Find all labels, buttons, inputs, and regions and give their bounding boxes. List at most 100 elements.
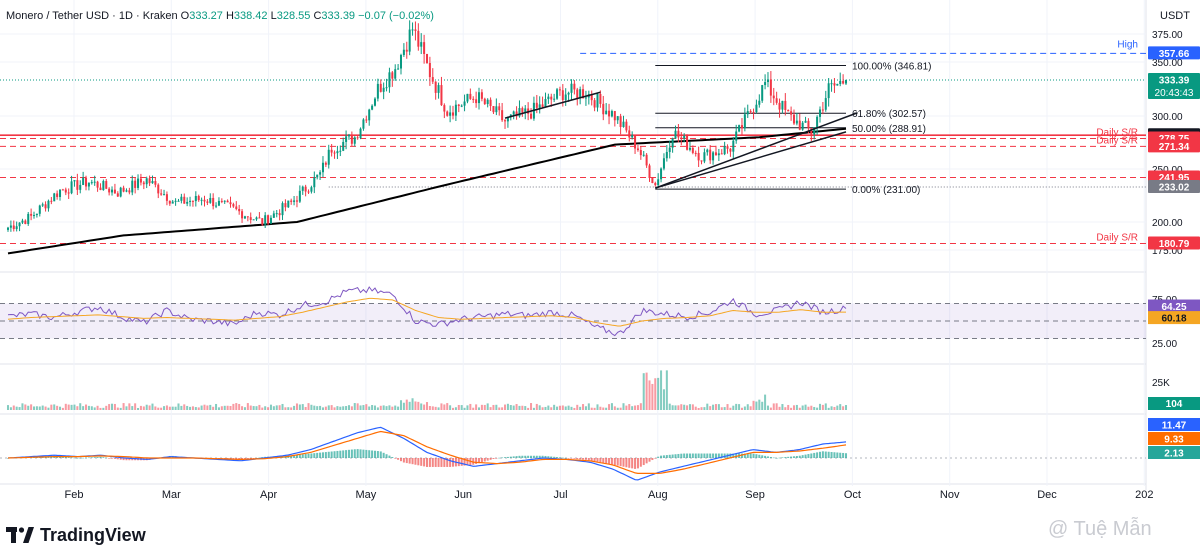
- volume-bar: [287, 407, 290, 410]
- candle-body: [6, 227, 10, 230]
- macd-histogram-bar: [842, 452, 845, 458]
- macd-histogram-bar: [371, 450, 374, 458]
- volume-bar: [278, 405, 281, 410]
- volume-bar: [113, 403, 116, 410]
- candle-body: [27, 213, 30, 224]
- candle-body: [772, 95, 775, 99]
- volume-bar: [550, 407, 553, 410]
- volume-bar: [191, 406, 194, 410]
- candle-body: [801, 122, 804, 130]
- macd-histogram-bar: [541, 455, 544, 458]
- volume-bar: [35, 406, 38, 410]
- candle-body: [405, 49, 408, 52]
- macd-histogram-bar: [316, 452, 319, 458]
- volume-tick-label: 25K: [1152, 378, 1170, 389]
- currency-label[interactable]: USDT: [1160, 10, 1190, 22]
- volume-bar: [350, 406, 353, 410]
- macd-histogram-bar: [660, 455, 663, 458]
- macd-histogram-bar: [628, 458, 631, 468]
- volume-bar: [446, 403, 449, 410]
- candle-body: [258, 217, 261, 219]
- volume-bar: [443, 404, 446, 410]
- macd-histogram-bar: [342, 450, 345, 458]
- volume-bar: [336, 406, 339, 410]
- candle-body: [726, 146, 729, 149]
- candle-body: [457, 104, 460, 106]
- candle-body: [443, 105, 446, 112]
- rsi-line: [7, 286, 847, 337]
- candle-body: [524, 108, 527, 113]
- candle-body: [550, 96, 553, 100]
- candle-body: [576, 89, 579, 99]
- volume-bar: [235, 403, 238, 410]
- candle-body: [593, 100, 596, 108]
- volume-bar: [102, 407, 105, 410]
- candle-body: [267, 215, 270, 224]
- price-level-badge: [1148, 236, 1200, 250]
- candle-body: [538, 104, 541, 108]
- volume-bar: [232, 403, 235, 410]
- candle-body: [333, 152, 336, 154]
- volume-bar: [342, 406, 345, 410]
- volume-bar: [821, 404, 824, 410]
- volume-bar: [353, 403, 356, 410]
- macd-histogram-bar: [460, 458, 463, 466]
- macd-histogram-bar: [96, 457, 99, 458]
- macd-histogram-bar: [307, 453, 310, 458]
- volume-bar: [67, 404, 70, 410]
- price-level-label: High: [1117, 39, 1138, 50]
- fib-level-label: 50.00% (288.91): [852, 124, 926, 135]
- candle-body: [408, 29, 411, 52]
- macd-histogram-bar: [425, 458, 429, 467]
- candle-body: [345, 136, 348, 142]
- volume-bar: [177, 403, 180, 410]
- candle-body: [347, 134, 350, 137]
- macd-value-label: 11.47: [1162, 421, 1187, 432]
- volume-bar: [365, 404, 368, 410]
- candle-body: [824, 98, 827, 110]
- volume-bar: [504, 404, 507, 410]
- macd-histogram-bar: [73, 457, 76, 459]
- candle-body: [657, 179, 660, 186]
- macd-histogram-bar: [333, 451, 336, 458]
- macd-histogram-bar: [717, 453, 720, 458]
- x-tick-label: Oct: [844, 489, 861, 501]
- volume-bar: [636, 405, 639, 410]
- candle-body: [238, 208, 241, 212]
- candle-body: [844, 79, 848, 84]
- candle-body: [191, 200, 194, 202]
- candle-body: [688, 147, 691, 150]
- volume-bar: [714, 404, 717, 410]
- fib-level-label: 100.00% (346.81): [852, 61, 932, 72]
- candle-body: [553, 98, 556, 100]
- volume-bar: [382, 405, 385, 410]
- volume-bar: [743, 406, 746, 410]
- volume-bar: [587, 403, 590, 410]
- candle-body: [686, 135, 689, 150]
- candle-body: [602, 103, 605, 115]
- candle-body: [451, 112, 455, 116]
- macd-histogram-bar: [434, 458, 437, 467]
- macd-histogram-bar: [347, 449, 350, 458]
- candle-body: [648, 165, 651, 178]
- trendline: [504, 91, 601, 119]
- volume-bar: [451, 407, 455, 410]
- macd-histogram-bar: [457, 458, 460, 467]
- macd-histogram-bar: [602, 458, 605, 463]
- macd-histogram-bar: [749, 453, 752, 458]
- volume-bar: [573, 407, 576, 410]
- volume-bar: [547, 405, 550, 410]
- macd-histogram-bar: [293, 455, 296, 458]
- volume-bar: [665, 370, 668, 410]
- candle-body: [99, 187, 102, 191]
- macd-histogram-bar: [345, 450, 348, 458]
- high-value: 338.42: [233, 10, 268, 22]
- volume-bar: [327, 405, 330, 410]
- volume-bar: [836, 405, 839, 410]
- candle-body: [293, 200, 296, 202]
- candle-body: [339, 150, 342, 152]
- volume-bar: [333, 407, 336, 410]
- candle-body: [599, 93, 602, 104]
- low-value: 328.55: [276, 10, 311, 22]
